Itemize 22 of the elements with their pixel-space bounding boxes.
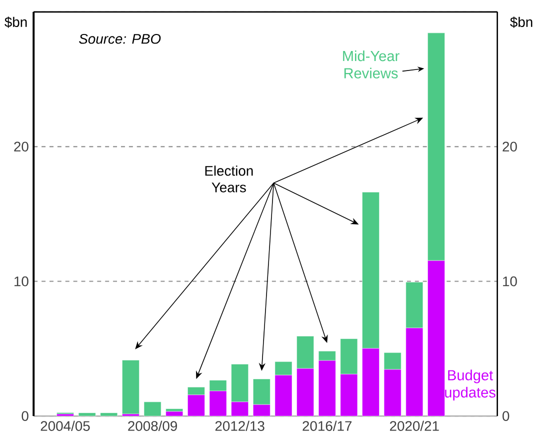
annotation: Source: PBO [79,34,161,44]
series-label: Mid-Year Reviews [343,50,400,78]
bar [122,360,140,414]
bar [166,411,184,416]
y2-axis-title: $bn [510,16,532,28]
series-label: Budget updates [445,370,496,401]
y2-tick-label: 0 [502,411,510,422]
y2-tick-label: 10 [503,276,517,286]
y-tick-label: 0 [22,411,28,422]
y-tick-label: 20 [14,142,28,152]
x-tick-label: 2020/21 [390,420,439,432]
y-axis-title: $bn [4,16,27,28]
y2-tick-label: 20 [502,142,517,152]
y-tick-label: 10 [14,276,28,286]
bar [144,402,162,416]
x-tick-label: 2004/05 [40,420,90,432]
bar [100,412,118,416]
bar [78,412,96,416]
x-tick-label: 2008/09 [128,420,177,432]
x-tick-label: 2016/17 [302,420,352,432]
x-tick-label: 2012/13 [215,420,264,432]
annotation: Election Years [205,166,253,192]
